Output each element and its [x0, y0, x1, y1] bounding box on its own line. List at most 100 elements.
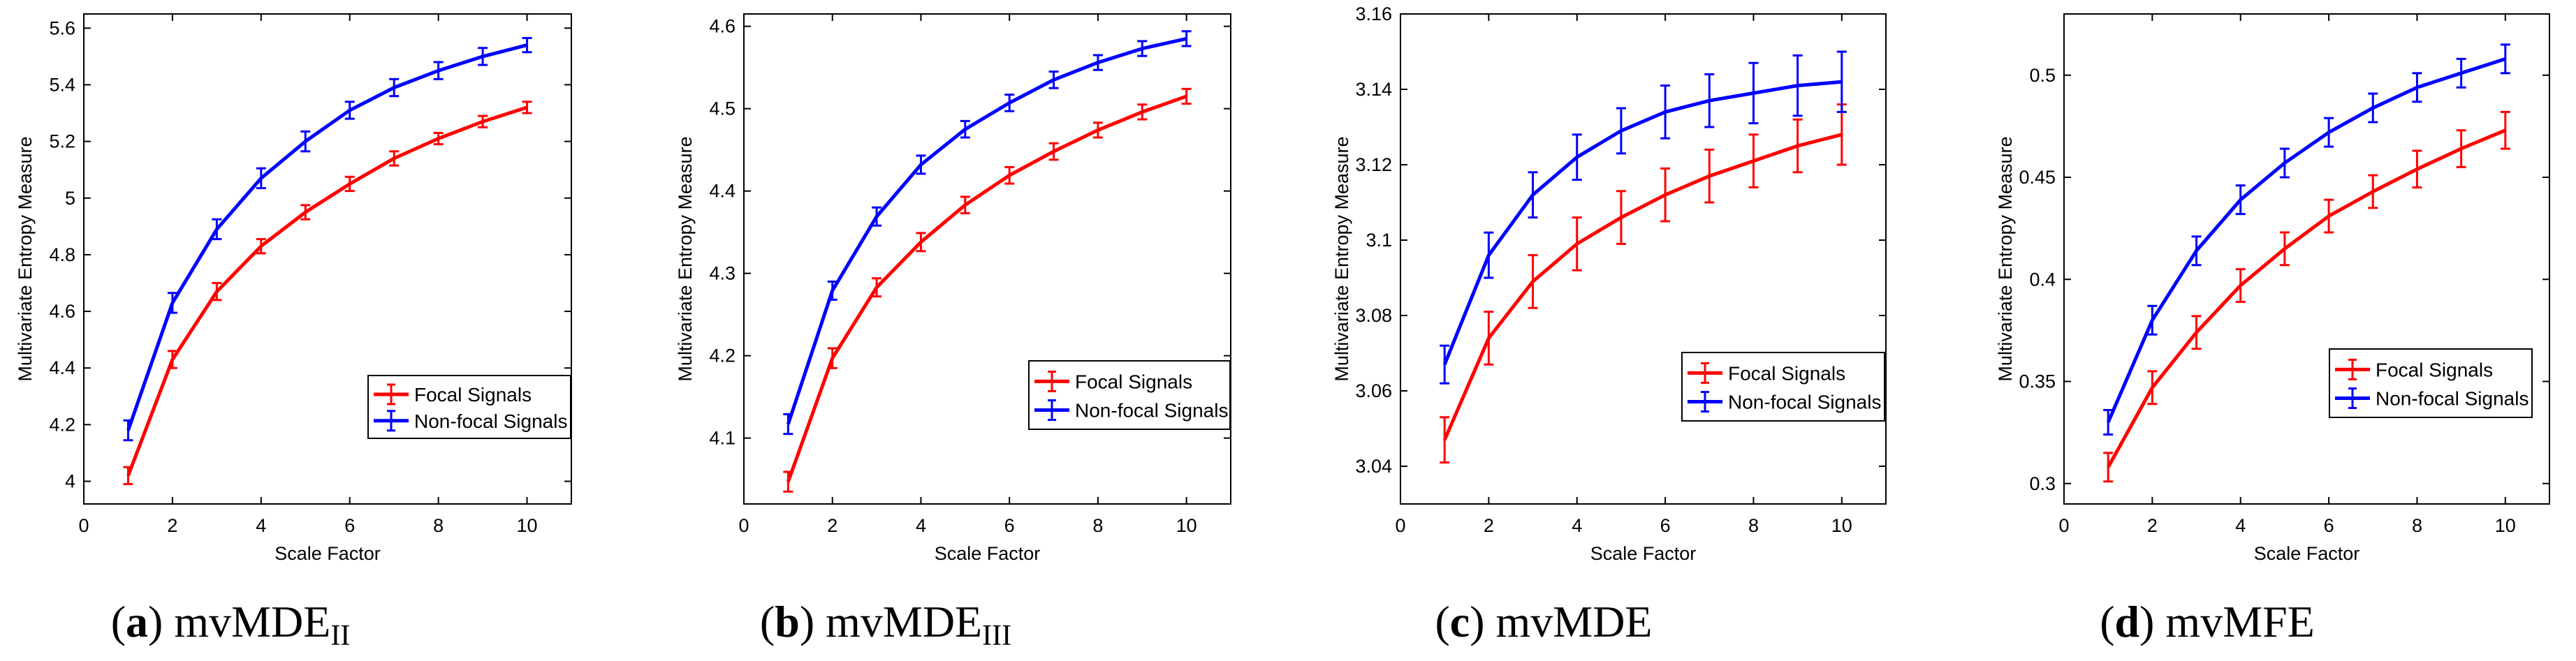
y-tick-label: 4.6 — [709, 16, 736, 37]
non-focal-error-bar — [2368, 92, 2378, 124]
non-focal-legend-label: Non-focal Signals — [2376, 388, 2529, 410]
non-focal-error-bar — [2279, 147, 2290, 179]
focal-legend-label: Focal Signals — [2376, 359, 2493, 380]
y-tick-label: 3.04 — [1355, 456, 1392, 477]
focal-error-bar — [783, 470, 793, 493]
non-focal-error-bar — [1704, 73, 1715, 128]
x-axis-label: Scale Factor — [935, 543, 1041, 564]
y-tick-label: 3.1 — [1366, 230, 1392, 251]
non-focal-error-bar — [1137, 40, 1148, 57]
focal-legend-label: Focal Signals — [414, 384, 532, 406]
non-focal-error-bar — [2235, 184, 2246, 216]
legend: Focal Signals Non-focal Signals — [1028, 360, 1231, 430]
x-tick-label: 6 — [2324, 515, 2334, 536]
y-tick-label: 0.45 — [2019, 167, 2056, 188]
focal-error-bar — [1704, 148, 1715, 204]
x-tick-label: 10 — [1831, 515, 1852, 536]
non-focal-error-bar — [960, 119, 970, 139]
non-focal-error-bar — [433, 61, 444, 80]
non-focal-error-bar — [1572, 133, 1582, 181]
focal-error-bar — [1660, 167, 1671, 223]
non-focal-error-bar — [2500, 43, 2510, 75]
non-focal-error-bar — [1660, 84, 1671, 140]
legend: Focal Signals Non-focal Signals — [2329, 348, 2533, 418]
non-focal-error-bar — [1792, 54, 1803, 117]
non-focal-error-bar — [2456, 57, 2466, 89]
focal-error-bar — [1181, 87, 1192, 105]
focal-error-bar — [167, 350, 177, 369]
legend-box — [1681, 352, 1885, 422]
y-axis-label: Multivariate Entropy Measure — [1995, 136, 2016, 381]
y-tick-label: 4.5 — [709, 98, 736, 119]
non-focal-error-bar — [2412, 72, 2422, 103]
plot-frame — [83, 13, 572, 505]
plot-frame — [743, 13, 1231, 505]
y-tick-label: 4.2 — [709, 346, 736, 366]
focal-error-bar — [256, 238, 266, 255]
x-tick-label: 6 — [1660, 515, 1671, 536]
non-focal-error-bar — [256, 167, 266, 190]
x-tick-label: 2 — [167, 515, 177, 536]
x-tick-label: 0 — [1395, 515, 1405, 536]
non-focal-legend-label: Non-focal Signals — [1075, 400, 1228, 422]
non-focal-legend-label: Non-focal Signals — [1728, 392, 1881, 413]
panel-caption: (a) mvMDEII — [111, 597, 351, 652]
non-focal-error-bar — [783, 413, 793, 436]
focal-error-bar — [2368, 174, 2378, 209]
non-focal-error-bar — [827, 280, 837, 301]
y-tick-label: 4.1 — [709, 428, 736, 449]
non-focal-error-bar — [1748, 61, 1759, 125]
y-tick-label: 5.2 — [49, 131, 75, 152]
non-focal-series-line — [786, 36, 1187, 425]
y-axis-label: Multivariate Entropy Measure — [1331, 136, 1352, 381]
x-tick-label: 0 — [2058, 515, 2069, 536]
focal-error-bar — [1792, 118, 1803, 174]
legend-box — [367, 375, 571, 439]
y-tick-label: 0.35 — [2019, 371, 2056, 392]
focal-error-bar — [1137, 103, 1148, 121]
y-tick-label: 3.16 — [1355, 3, 1392, 24]
non-focal-series-line — [2106, 57, 2506, 423]
panel-caption: (c) mvMDE — [1435, 597, 1652, 646]
y-tick-label: 3.12 — [1355, 154, 1392, 175]
focal-error-bar — [1004, 165, 1015, 185]
y-tick-label: 0.3 — [2029, 473, 2056, 494]
focal-error-bar — [1048, 142, 1059, 161]
non-focal-error-bar — [1092, 54, 1103, 71]
y-tick-label: 4.4 — [709, 181, 736, 202]
focal-legend-label: Focal Signals — [1075, 371, 1192, 392]
non-focal-error-bar — [1616, 107, 1626, 155]
non-focal-error-bar — [1440, 344, 1450, 385]
x-tick-label: 4 — [916, 515, 926, 536]
focal-error-bar — [2191, 315, 2202, 350]
non-focal-error-bar — [916, 154, 926, 175]
focal-error-bar — [300, 204, 311, 221]
y-tick-label: 5.4 — [49, 74, 75, 95]
focal-error-bar — [2103, 452, 2114, 483]
panel-d: 0 2 4 6 8 10 0.3 0.35 0.4 0.45 0.5 Scale Factor Mult… — [1995, 13, 2550, 646]
focal-series-line — [126, 105, 528, 477]
panel-a: 0 2 4 6 8 10 4 4.2 4.4 4.6 4.8 5 5.2 5.4 5.6 Scale Fact… — [15, 13, 572, 652]
focal-error-bar — [389, 150, 400, 167]
x-tick-label: 4 — [2235, 515, 2246, 536]
panel-b: 0 2 4 6 8 10 4.1 4.2 4.3 4.4 4.5 4.6 Scale Factor Mul… — [675, 13, 1231, 652]
y-tick-label: 0.4 — [2029, 269, 2056, 290]
focal-error-bar — [2147, 370, 2158, 406]
x-tick-label: 8 — [433, 515, 444, 536]
x-tick-label: 8 — [2412, 515, 2422, 536]
x-axis-label: Scale Factor — [275, 543, 381, 564]
focal-series-line — [1442, 133, 1843, 441]
focal-error-bar — [827, 347, 837, 369]
focal-series-line — [786, 94, 1187, 482]
non-focal-error-bar — [2103, 408, 2114, 436]
non-focal-error-bar — [300, 130, 311, 153]
focal-error-bar — [1572, 216, 1582, 272]
non-focal-error-bar — [478, 47, 488, 66]
x-tick-label: 6 — [1004, 515, 1015, 536]
panel-caption: (b) mvMDEIII — [760, 597, 1011, 652]
focal-error-bar — [212, 281, 222, 302]
x-axis-label: Scale Factor — [1590, 543, 1697, 564]
non-focal-error-bar — [1836, 50, 1847, 113]
focal-error-bar — [1092, 121, 1103, 139]
